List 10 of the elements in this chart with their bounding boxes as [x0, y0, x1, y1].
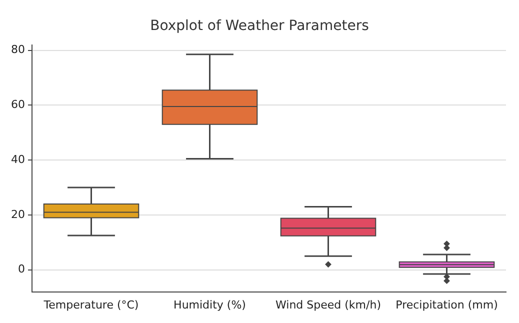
- x-tick-label: Wind Speed (km/h): [276, 298, 381, 312]
- y-tick-label: 60: [10, 98, 25, 112]
- y-tick-label: 80: [10, 43, 25, 56]
- x-tick-label: Humidity (%): [174, 298, 246, 312]
- x-tick-label: Temperature (°C): [42, 298, 139, 312]
- y-tick-label: 0: [18, 262, 25, 276]
- chart-title: Boxplot of Weather Parameters: [150, 18, 369, 34]
- y-tick-label: 20: [10, 208, 25, 221]
- y-tick-label: 40: [10, 152, 25, 166]
- x-tick-label: Precipitation (mm): [396, 298, 498, 312]
